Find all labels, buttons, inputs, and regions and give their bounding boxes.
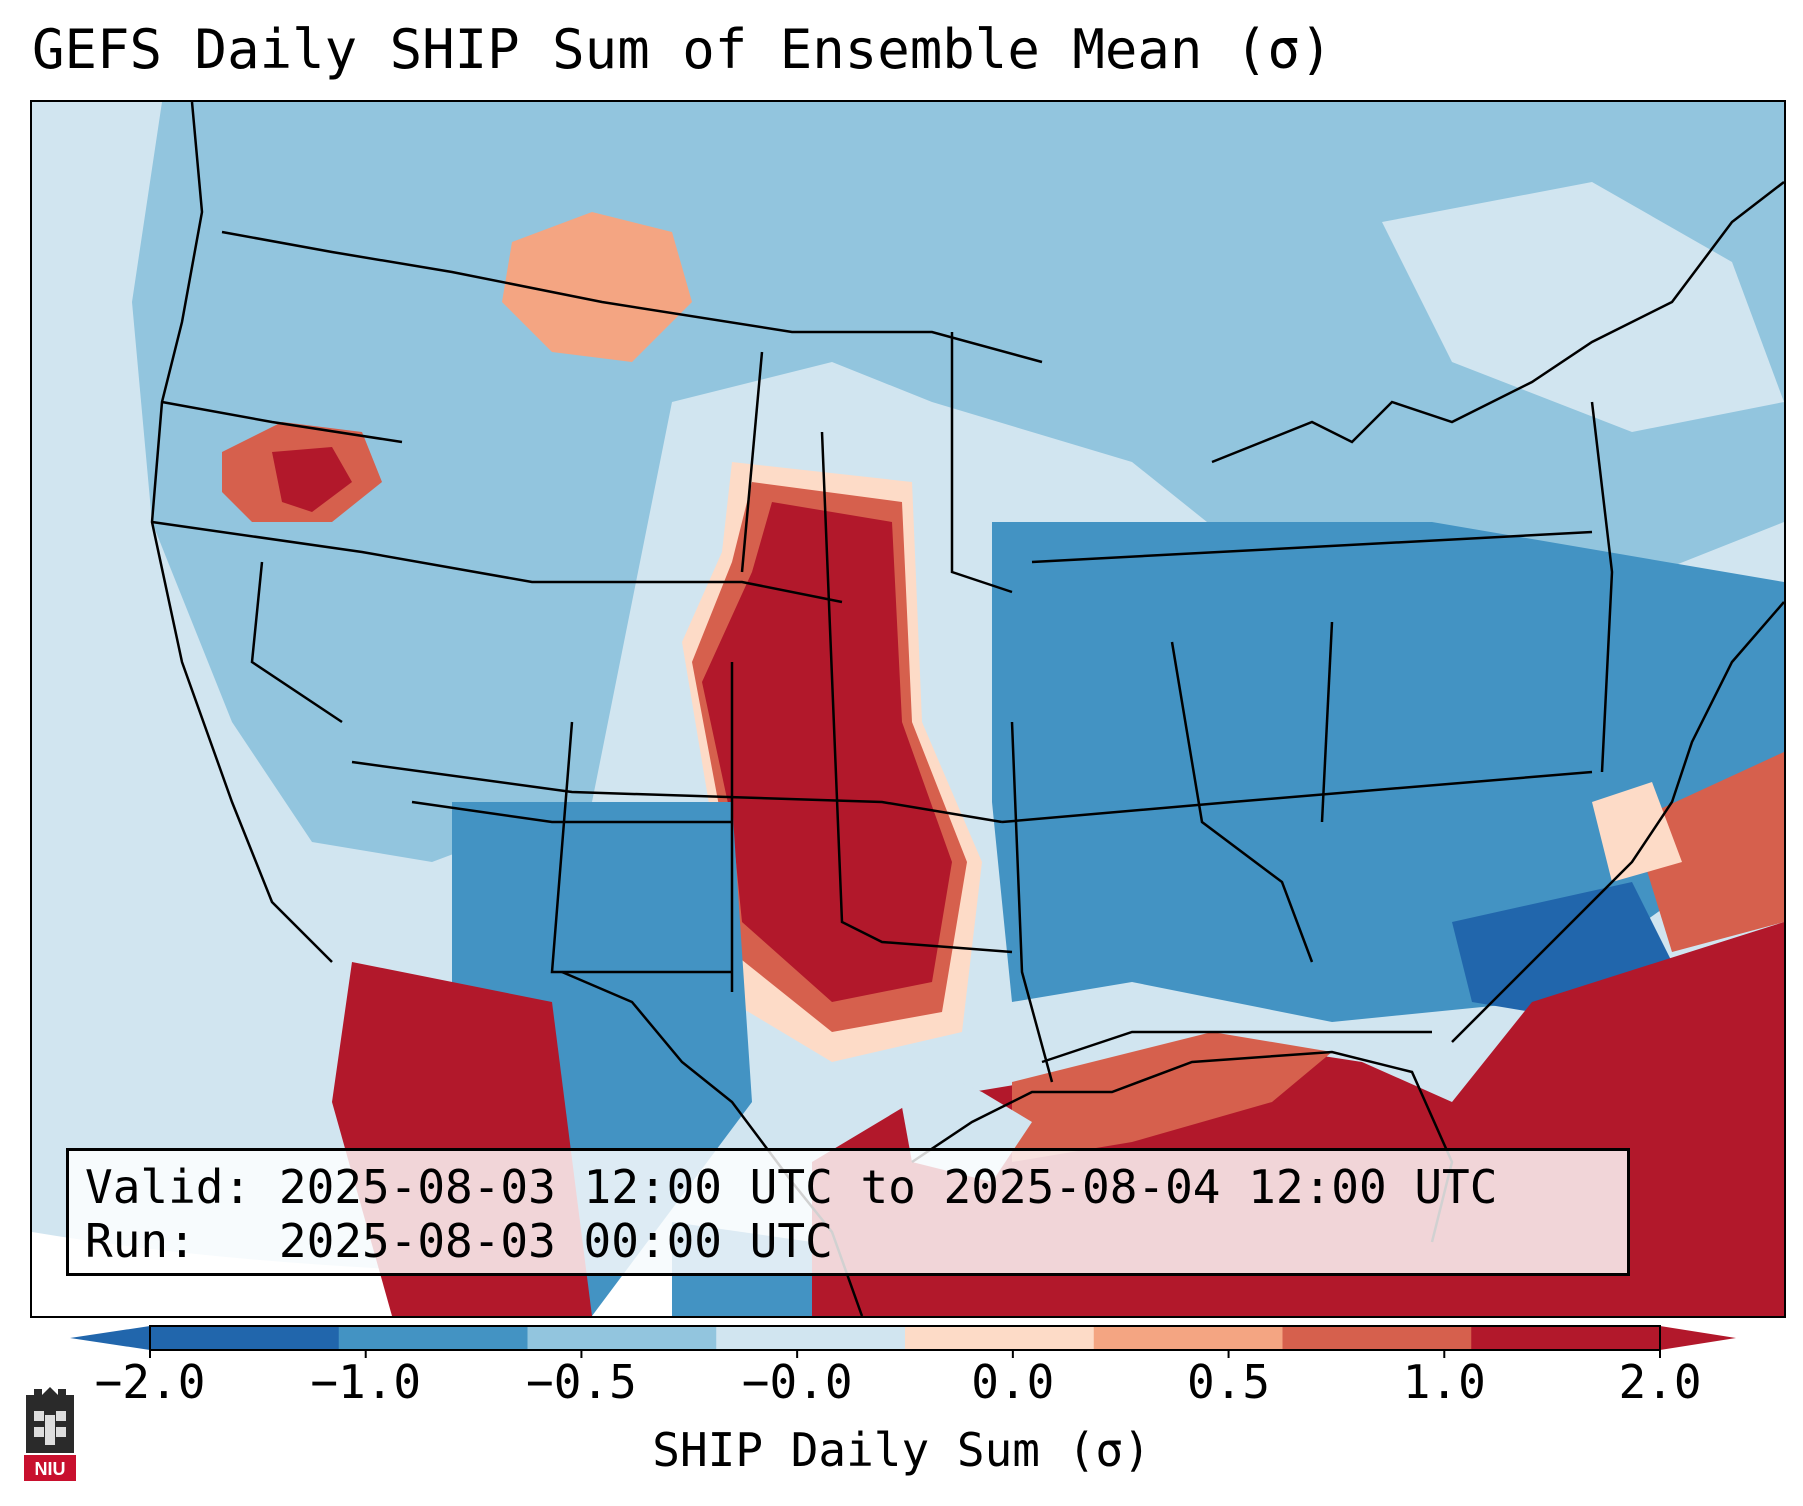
colorbar [70, 1325, 1736, 1358]
map-panel [30, 100, 1786, 1318]
colorbar-segment [527, 1326, 717, 1350]
colorbar-segment [1471, 1326, 1661, 1350]
colorbar-segment [338, 1326, 528, 1350]
colorbar-segment [150, 1326, 340, 1350]
colorbar-tick-label: 1.0 [1402, 1355, 1486, 1409]
colorbar-tick-label: −0.5 [526, 1355, 637, 1409]
run-value: 2025-08-03 00:00 UTC [278, 1214, 833, 1268]
valid-label: Valid: [85, 1160, 252, 1214]
colorbar-title: SHIP Daily Sum (σ) [652, 1423, 1151, 1477]
colorbar-max-arrow [1660, 1326, 1736, 1350]
colorbar-segment [905, 1326, 1095, 1350]
colorbar-tick-label: 2.0 [1618, 1355, 1702, 1409]
colorbar-segment [716, 1326, 906, 1350]
colorbar-outline [149, 1325, 1661, 1351]
colorbar-tick-label: 0.5 [1187, 1355, 1271, 1409]
colorbar-tick-label: −2.0 [94, 1355, 206, 1409]
logo-text: NIU [35, 1459, 66, 1479]
colorbar-min-arrow [70, 1326, 150, 1350]
colorbar-tick-label: 0.0 [971, 1355, 1055, 1409]
map-title: GEFS Daily SHIP Sum of Ensemble Mean (σ) [32, 18, 1333, 81]
colorbar-tick-label: −0.0 [741, 1355, 853, 1409]
boundaries [150, 102, 1784, 1316]
colorbar-tick-label: −1.0 [310, 1355, 422, 1409]
niu-logo: NIU [24, 1387, 76, 1481]
validity-info-box: Valid: 2025-08-03 12:00 UTC to 2025-08-0… [66, 1148, 1630, 1276]
valid-value: 2025-08-03 12:00 UTC to 2025-08-04 12:00… [278, 1160, 1498, 1214]
run-label: Run: [85, 1214, 196, 1268]
ship-field-map [32, 102, 1784, 1316]
valid-line: Valid: 2025-08-03 12:00 UTC to 2025-08-0… [85, 1161, 1497, 1213]
colorbar-segment [1282, 1326, 1472, 1350]
run-line: Run: 2025-08-03 00:00 UTC [85, 1215, 833, 1267]
colorbar-segment [1093, 1326, 1283, 1350]
